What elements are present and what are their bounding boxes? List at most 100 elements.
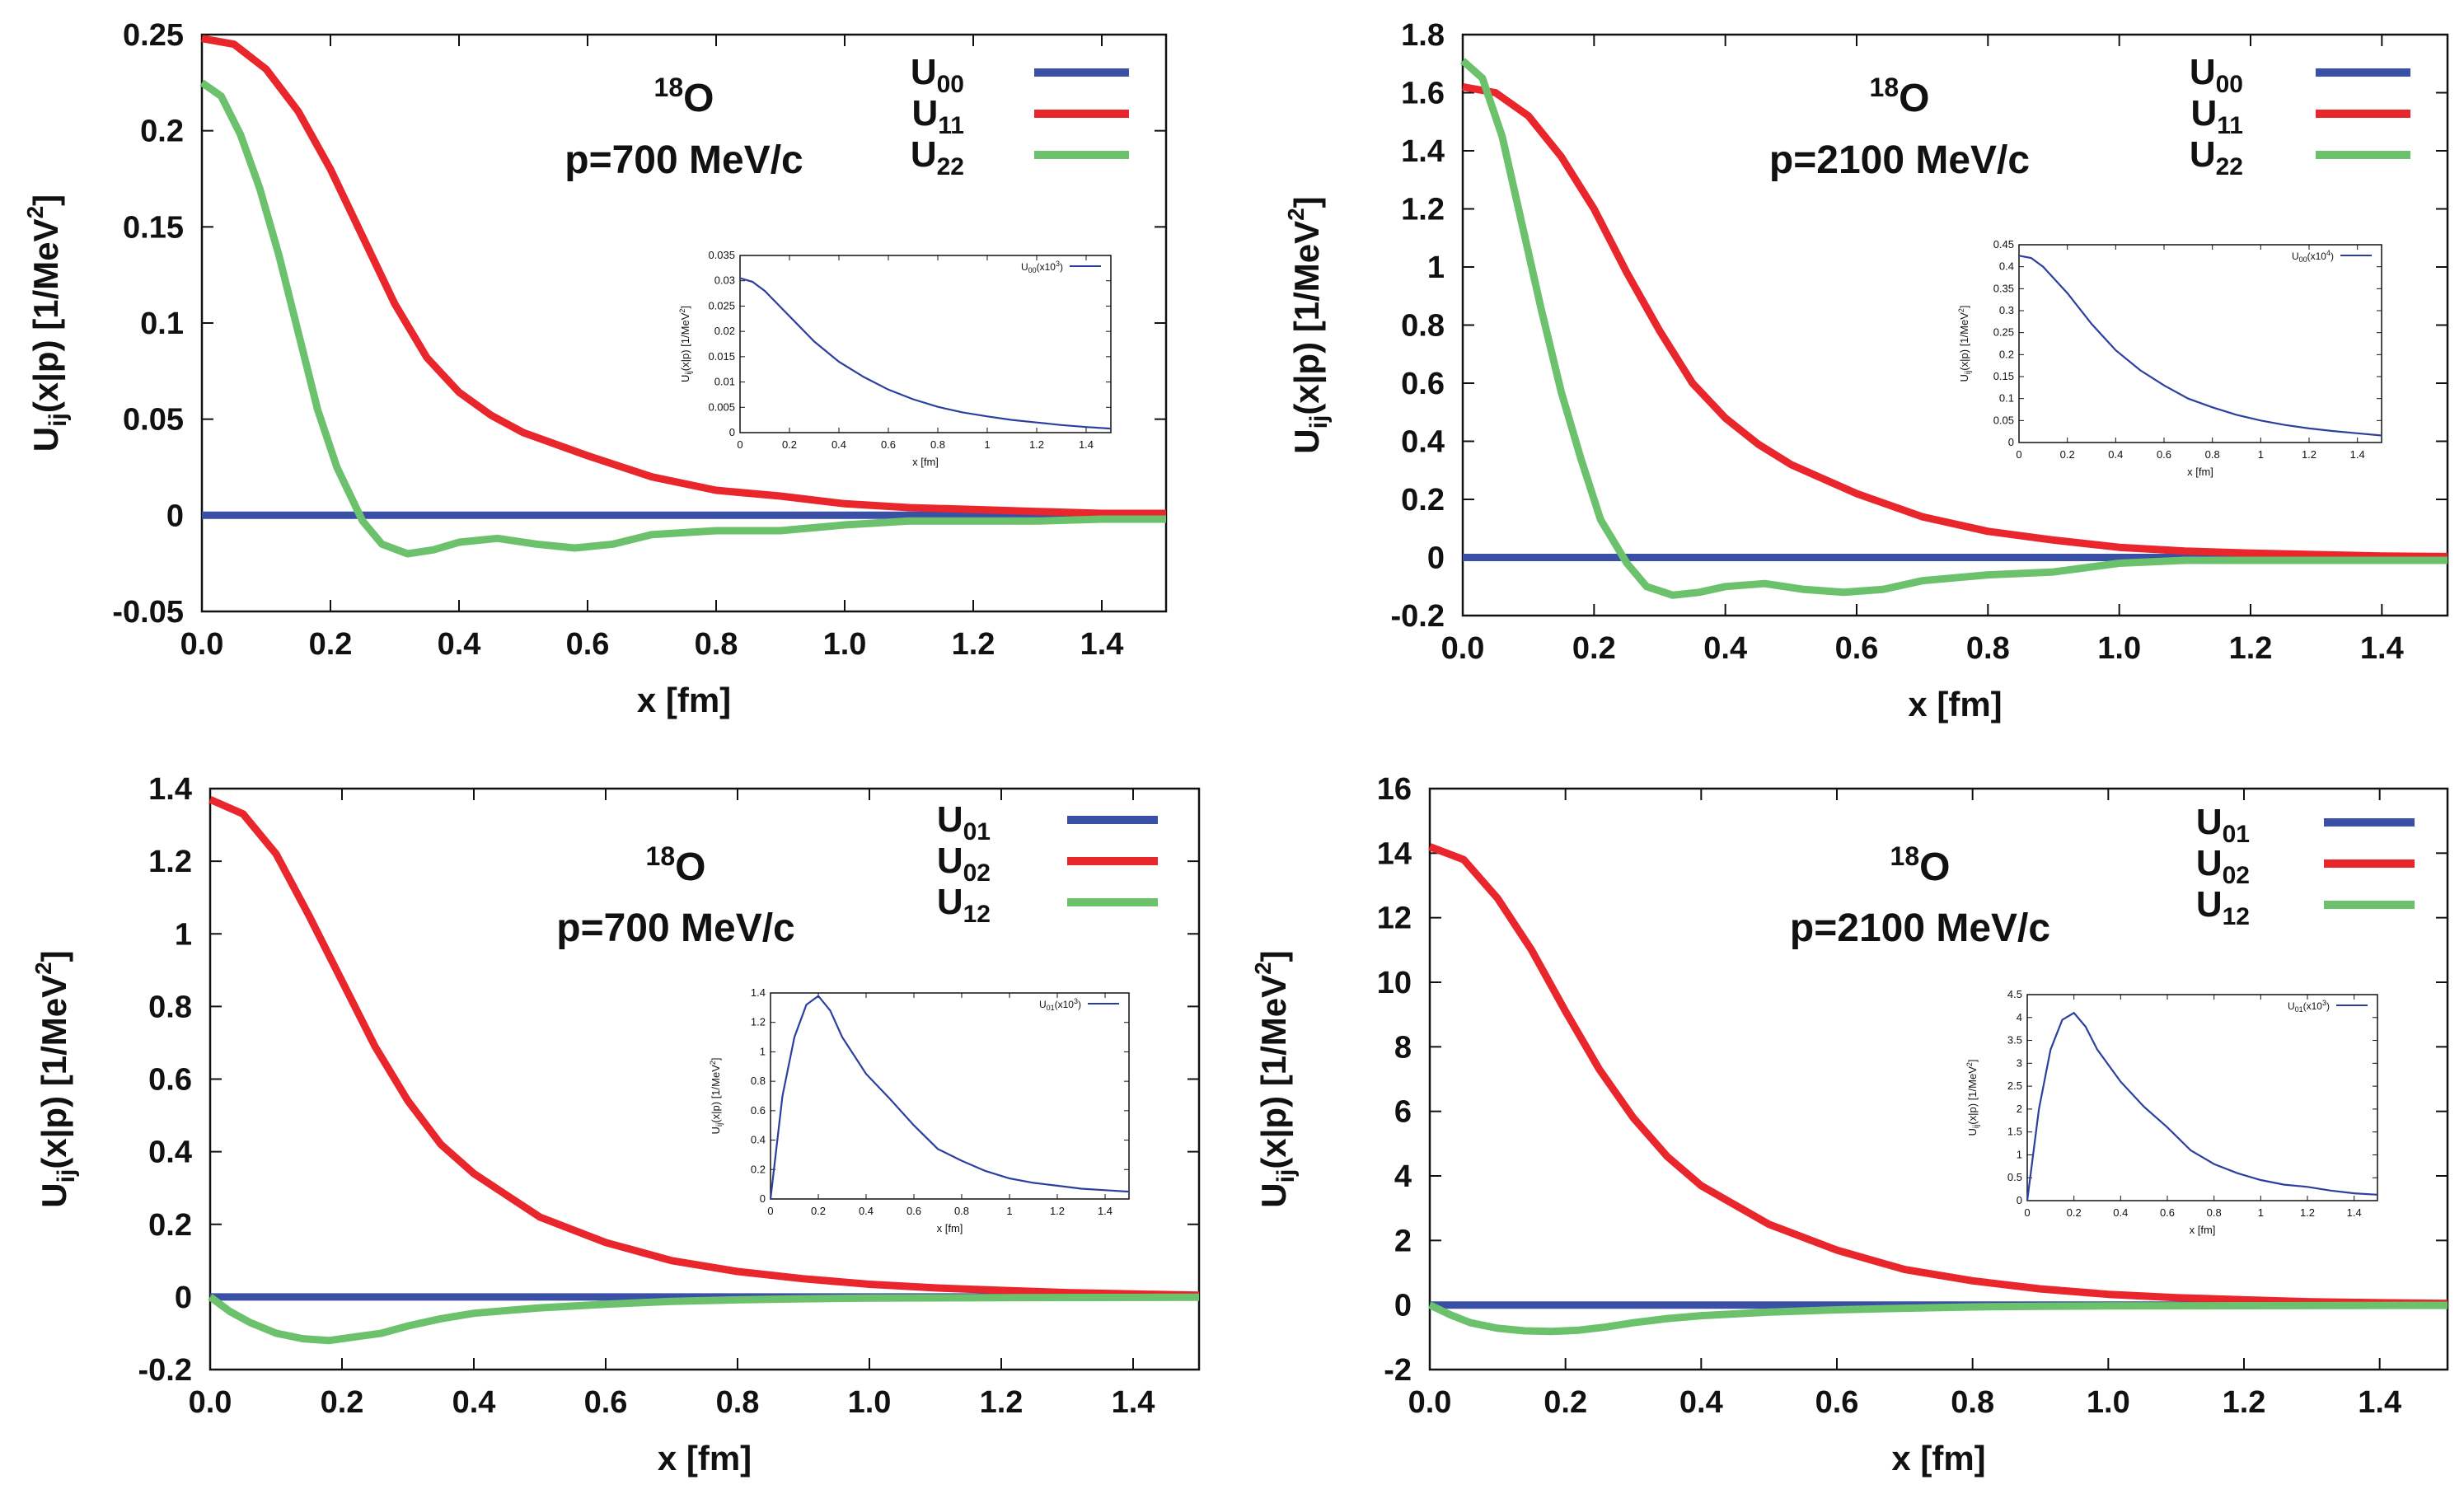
inset-y-tick-label: 0.01 bbox=[714, 376, 735, 388]
y-label-sup: 2 bbox=[22, 206, 48, 219]
isotope-symbol: O bbox=[1919, 845, 1950, 889]
legend-label-sub: 22 bbox=[2216, 153, 2243, 180]
x-tick-label: 1.0 bbox=[2087, 1385, 2130, 1420]
chart-title-isotope: 18O bbox=[1870, 73, 1930, 120]
y-tick-label: 1.4 bbox=[1401, 134, 1445, 169]
y-tick-label: 0.25 bbox=[123, 18, 184, 53]
inset-y-label-base: U bbox=[1958, 374, 1970, 382]
inset-legend-close: ) bbox=[2330, 251, 2334, 262]
inset-frame bbox=[770, 992, 1130, 1200]
legend-label-base: U bbox=[937, 799, 963, 840]
inset-y-axis-label: Uij(x|p) [1/MeV2] bbox=[1957, 305, 1973, 382]
inset-x-tick-label: 1.2 bbox=[1050, 1205, 1065, 1217]
inset-y-label-end: ] bbox=[679, 306, 691, 309]
inset-y-tick-label: 0.035 bbox=[708, 249, 735, 261]
inset-y-axis-label: Uij(x|p) [1/MeV2] bbox=[1965, 1059, 1981, 1136]
x-tick-label: 1.0 bbox=[2097, 631, 2141, 666]
inset-x-tick-label: 0.2 bbox=[2067, 1206, 2082, 1219]
legend-label-base: U bbox=[937, 882, 963, 922]
y-label-sup: 2 bbox=[1283, 208, 1309, 221]
inset-x-tick-label: 0.8 bbox=[954, 1205, 969, 1217]
y-label-sup: 2 bbox=[1250, 962, 1276, 975]
inset-legend-main: U bbox=[1039, 999, 1047, 1010]
y-tick-label: -2 bbox=[1384, 1353, 1412, 1388]
x-tick-label: 0.0 bbox=[189, 1385, 232, 1420]
chart-title-momentum: p=2100 MeV/c bbox=[1790, 906, 2050, 950]
inset-y-label-sub: ij bbox=[1964, 371, 1973, 374]
inset-legend-exp: 3 bbox=[2322, 999, 2326, 1007]
y-label-sup: 2 bbox=[30, 962, 56, 975]
inset-x-tick-label: 0 bbox=[2016, 448, 2021, 461]
inset-y-tick-label: 3 bbox=[2017, 1056, 2022, 1069]
inset-x-tick-label: 1 bbox=[1006, 1205, 1012, 1217]
chart-panel-3: 0.0 0.2 0.4 0.6 0.8 1.0 1.2 1.4 -0.2 0 0.2 0.4 0.6 0.… bbox=[30, 772, 1201, 1478]
x-tick-label: 1.2 bbox=[2223, 1385, 2266, 1420]
legend-label-U22: U22 bbox=[2190, 134, 2243, 180]
x-tick-label: 0.8 bbox=[1966, 631, 2010, 666]
inset-y-label-base: U bbox=[710, 1126, 722, 1134]
y-tick-label: -0.2 bbox=[1391, 599, 1445, 634]
x-tick-label: 1.4 bbox=[1112, 1385, 1155, 1420]
inset-frame bbox=[2026, 994, 2378, 1201]
inset-chart: 0 0.2 0.4 0.6 0.8 1 1.2 1.4 0 0.05 0.1 0.15 0.2 0.25 0… bbox=[1957, 238, 2382, 478]
inset-chart: 0 0.2 0.4 0.6 0.8 1 1.2 1.4 0 0.5 1 1.5 2 2.5 3 3.5 4 4.5… bbox=[1965, 988, 2378, 1236]
y-tick-label: 0.4 bbox=[1401, 425, 1445, 460]
x-axis-label: x [fm] bbox=[1908, 685, 2002, 724]
inset-y-tick-label: 0.02 bbox=[714, 325, 735, 337]
inset-y-tick-label: 2 bbox=[2017, 1103, 2022, 1115]
inset-y-tick-label: 1.2 bbox=[751, 1016, 766, 1028]
chart-title-momentum: p=700 MeV/c bbox=[556, 906, 795, 950]
isotope-symbol: O bbox=[675, 845, 705, 889]
series-line-U12 bbox=[208, 1293, 1200, 1345]
series-line-U02 bbox=[208, 796, 1200, 1300]
inset-y-label-end: ] bbox=[710, 1057, 722, 1061]
series-line-U11 bbox=[1462, 82, 2448, 560]
chart-title-momentum: p=700 MeV/c bbox=[564, 138, 803, 182]
legend-label-sub: 02 bbox=[963, 859, 991, 887]
inset-y-tick-label: 0.5 bbox=[2007, 1171, 2022, 1183]
x-tick-label: 1.2 bbox=[2229, 631, 2273, 666]
x-axis-label: x [fm] bbox=[658, 1439, 752, 1478]
inset-x-tick-label: 1.4 bbox=[1079, 438, 1094, 451]
x-tick-label: 0.0 bbox=[1408, 1385, 1452, 1420]
y-tick-label: 1.8 bbox=[1401, 18, 1445, 53]
isotope-symbol: O bbox=[1899, 77, 1929, 120]
inset-y-tick-label: 0.025 bbox=[708, 299, 735, 311]
y-label-base: U bbox=[26, 427, 65, 452]
y-tick-label: 12 bbox=[1377, 902, 1412, 936]
inset-x-tick-label: 1.4 bbox=[2350, 448, 2365, 461]
inset-legend-label: U01(x103) bbox=[1039, 997, 1081, 1012]
inset-x-axis-label: x [fm] bbox=[2190, 1224, 2216, 1236]
inset-legend-close: ) bbox=[2326, 1000, 2330, 1012]
inset-y-tick-label: 3.5 bbox=[2007, 1034, 2022, 1047]
chart-panel-4: 0.0 0.2 0.4 0.6 0.8 1.0 1.2 1.4-20246810121416x… bbox=[1250, 772, 2449, 1478]
x-tick-label: 0.2 bbox=[1544, 1385, 1587, 1420]
plot-frame bbox=[1428, 787, 2449, 1371]
inset-x-tick-label: 1.4 bbox=[1098, 1205, 1113, 1217]
legend-label-sub: 00 bbox=[937, 71, 964, 98]
legend-label-U00: U00 bbox=[2190, 52, 2243, 98]
inset-frame bbox=[739, 255, 1112, 433]
inset-y-label-mid: (x|p) [1/MeV bbox=[1958, 312, 1970, 371]
inset-series-line bbox=[739, 277, 1112, 430]
y-tick-label: 1.4 bbox=[148, 772, 192, 807]
legend-label-U01: U01 bbox=[2196, 802, 2250, 848]
inset-legend-tail: (x10 bbox=[2307, 251, 2327, 262]
x-tick-label: 0.6 bbox=[566, 627, 610, 662]
inset-y-tick-label: 0.8 bbox=[751, 1075, 766, 1087]
legend-label-sub: 00 bbox=[2216, 71, 2243, 98]
y-tick-label: 4 bbox=[1394, 1159, 1412, 1194]
x-tick-label: 0.6 bbox=[584, 1385, 628, 1420]
inset-y-tick-label: 0.6 bbox=[751, 1104, 766, 1117]
y-tick-label: 10 bbox=[1377, 966, 1412, 1000]
inset-legend-tail: (x10 bbox=[2303, 1000, 2323, 1012]
inset-y-tick-label: 0.005 bbox=[708, 400, 735, 413]
y-axis-label: Uij(x|p) [1/MeV2] bbox=[30, 950, 80, 1207]
x-tick-label: 0.0 bbox=[180, 627, 224, 662]
legend-label-sub: 11 bbox=[2217, 112, 2243, 139]
inset-x-tick-label: 1.4 bbox=[2347, 1206, 2362, 1219]
legend-label-U02: U02 bbox=[2196, 843, 2250, 889]
inset-series-line bbox=[769, 995, 1130, 1200]
legend-label-base: U bbox=[911, 52, 937, 92]
legend-label-base: U bbox=[2196, 802, 2223, 842]
